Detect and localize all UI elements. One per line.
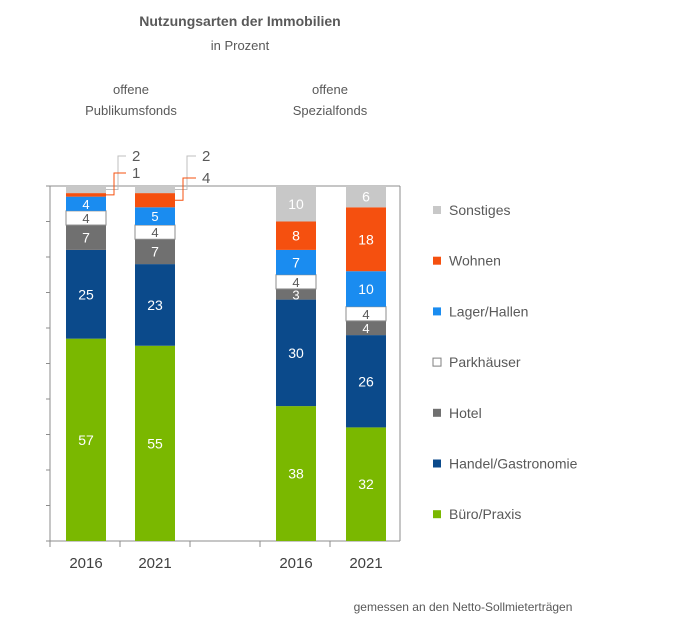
legend-label: Sonstiges xyxy=(449,202,510,218)
data-label: 32 xyxy=(358,476,374,492)
chart-footnote: gemessen an den Netto-Sollmieterträgen xyxy=(354,600,573,614)
data-label: 57 xyxy=(78,432,94,448)
data-label: 4 xyxy=(82,211,89,226)
group-label-1-line1: offene xyxy=(113,82,149,97)
outside-label-group: 1 xyxy=(106,165,140,196)
x-tick-label: 2021 xyxy=(349,555,382,572)
leader-line xyxy=(106,172,126,196)
data-label: 4 xyxy=(362,307,369,322)
data-label: 4 xyxy=(292,275,299,290)
data-label: 23 xyxy=(147,297,163,313)
legend-label: Parkhäuser xyxy=(449,354,521,370)
outside-data-label: 2 xyxy=(202,148,210,165)
bar-segment-lager-hallen xyxy=(66,196,106,211)
data-label: 7 xyxy=(151,244,159,260)
legend-item: Sonstiges xyxy=(433,202,510,218)
legend-item: Parkhäuser xyxy=(432,354,521,370)
legend-swatch xyxy=(433,408,441,417)
data-label: 10 xyxy=(358,281,374,297)
bar-segment-handel-gastronomie xyxy=(66,249,106,339)
legend-item: Lager/Hallen xyxy=(433,303,528,319)
bar-segment-hotel xyxy=(276,288,316,300)
x-tick-label: 2016 xyxy=(69,555,102,572)
outside-label-group: 4 xyxy=(175,170,210,201)
bar-segment-wohnen xyxy=(346,207,386,272)
bar-segment-hotel xyxy=(66,225,106,250)
data-label: 4 xyxy=(151,225,158,240)
x-tick-label: 2021 xyxy=(138,555,171,572)
bar-segment-handel-gastronomie xyxy=(346,335,386,428)
data-label: 4 xyxy=(362,321,369,336)
leader-line xyxy=(175,177,196,201)
bar-segment-wohnen xyxy=(276,221,316,250)
legend: Sonstiges Wohnen Lager/Hallen Parkhäuser Hot… xyxy=(432,202,578,522)
outside-data-label: 1 xyxy=(132,165,140,182)
legend-item: Wohnen xyxy=(433,253,501,269)
data-label: 38 xyxy=(288,466,304,482)
group-label-2-line1: offene xyxy=(312,82,348,97)
data-label: 8 xyxy=(292,228,300,244)
bar-segment-büro-praxis xyxy=(276,406,316,541)
bar-segment-lager-hallen xyxy=(346,271,386,307)
bar-segment-hotel xyxy=(135,239,175,265)
bar-segment-wohnen xyxy=(66,193,106,197)
legend-label: Lager/Hallen xyxy=(449,303,528,319)
data-label: 30 xyxy=(288,345,304,361)
bar-segment-handel-gastronomie xyxy=(276,299,316,407)
group-label-1-line2: Publikumsfonds xyxy=(85,103,177,118)
bar-segment-büro-praxis xyxy=(66,338,106,541)
legend-label: Handel/Gastronomie xyxy=(449,456,578,472)
bar-segment-sonstiges xyxy=(66,186,106,194)
bar-stack-2: 55 23 7 45 2021 xyxy=(134,186,176,572)
x-tick-label: 2016 xyxy=(279,555,312,572)
outside-label-group: 2 xyxy=(175,148,210,191)
legend-swatch xyxy=(433,256,441,265)
data-label: 4 xyxy=(82,197,89,212)
bar-segment-lager-hallen xyxy=(135,207,175,226)
bar-segment-büro-praxis xyxy=(346,427,386,541)
legend-item: Handel/Gastronomie xyxy=(433,456,578,472)
legend-swatch xyxy=(433,307,441,316)
bar-stack-3: 38 30 34 7 8 10 2016 xyxy=(275,186,317,572)
data-label: 5 xyxy=(151,209,158,224)
legend-swatch xyxy=(433,510,441,519)
legend-swatch xyxy=(432,357,442,367)
bar-segment-sonstiges xyxy=(276,186,316,222)
bars: 5725744201655237452021383034781020163226… xyxy=(65,148,387,572)
data-label: 18 xyxy=(358,231,374,247)
bar-segment-hotel xyxy=(346,320,386,336)
data-label: 6 xyxy=(362,189,370,205)
bar-stack-4: 32 26 44 10 18 6 2021 xyxy=(345,186,387,572)
legend-item: Büro/Praxis xyxy=(433,506,521,522)
chart-subtitle: in Prozent xyxy=(211,38,270,53)
bar-segment-wohnen xyxy=(135,193,175,208)
bar-segment-lager-hallen xyxy=(276,249,316,275)
legend-label: Hotel xyxy=(449,405,482,421)
data-label: 26 xyxy=(358,373,374,389)
data-label: 55 xyxy=(147,435,163,451)
legend-swatch xyxy=(433,206,441,214)
data-label: 7 xyxy=(82,229,90,245)
chart-title: Nutzungsarten der Immobilien xyxy=(139,13,340,29)
leader-line xyxy=(175,155,196,191)
outside-data-label: 2 xyxy=(132,148,140,165)
group-label-2-line2: Spezialfonds xyxy=(293,103,368,118)
bar-segment-büro-praxis xyxy=(135,345,175,541)
data-label: 10 xyxy=(288,196,304,212)
legend-label: Büro/Praxis xyxy=(449,506,521,522)
plot-area xyxy=(46,185,401,547)
bar-segment-handel-gastronomie xyxy=(135,264,175,346)
data-label: 7 xyxy=(292,254,300,270)
bar-segment-sonstiges xyxy=(135,186,175,194)
data-label: 3 xyxy=(292,287,299,302)
bar-stack-1: 57 25 7 44 2016 xyxy=(65,186,107,572)
legend-label: Wohnen xyxy=(449,253,501,269)
bar-segment-sonstiges xyxy=(346,186,386,208)
legend-item: Hotel xyxy=(433,405,482,421)
outside-data-label: 4 xyxy=(202,170,210,187)
data-label: 25 xyxy=(78,286,94,302)
legend-swatch xyxy=(433,459,441,468)
bar-segment-parkhäuser xyxy=(65,210,107,226)
